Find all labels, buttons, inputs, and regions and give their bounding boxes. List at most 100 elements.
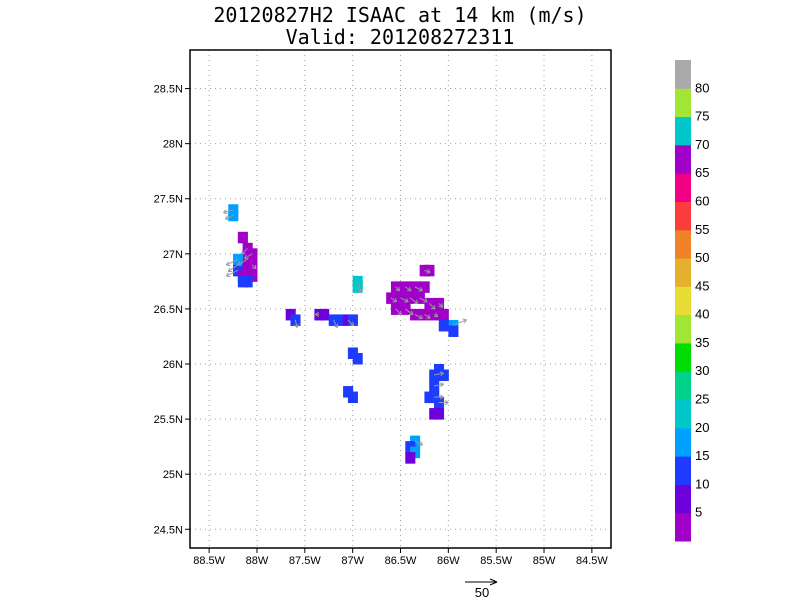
wind-vector [333, 319, 338, 328]
wind-vector [226, 258, 239, 266]
colorbar-swatch [675, 116, 691, 146]
wind-vector-head [462, 318, 467, 324]
data-cell [347, 391, 358, 404]
colorbar-tick-label: 50 [695, 250, 709, 265]
wind-vector-head [224, 215, 230, 221]
y-tick-label: 26.5N [154, 304, 183, 316]
data-cell [347, 314, 358, 326]
colorbar-tick-label: 25 [695, 392, 709, 407]
wind-vector-head [439, 394, 444, 400]
colorbar-tick-label: 65 [695, 165, 709, 180]
data-cell [438, 319, 449, 332]
wind-vector-head [439, 371, 444, 377]
colorbar-tick-label: 35 [695, 335, 709, 350]
wind-vector-head [237, 261, 242, 266]
colorbar-swatch [675, 229, 691, 259]
wind-vector-head [241, 250, 246, 255]
colorbar-swatch [675, 342, 691, 372]
colorbar-swatch [675, 399, 691, 429]
wind-vector-head [426, 314, 431, 319]
colorbar-swatch [675, 88, 691, 118]
data-cell [228, 209, 239, 222]
wind-vector-head [407, 286, 412, 292]
chart-subtitle: Valid: 201208272311 [286, 25, 515, 49]
data-cell [448, 325, 459, 337]
y-tick-label: 28N [163, 139, 183, 151]
colorbar-swatch [675, 484, 691, 514]
colorbar-tick-label: 20 [695, 420, 709, 435]
wind-vector [419, 297, 428, 303]
colorbar-swatch [675, 456, 691, 485]
wind-vector [424, 269, 431, 273]
x-tick-label: 88.5W [193, 555, 225, 567]
wind-vector-head [423, 298, 428, 303]
wind-vector-head [438, 303, 444, 308]
wind-vector [395, 308, 402, 316]
colorbar-swatch [675, 258, 691, 287]
wind-vector [433, 372, 444, 376]
colorbar-tick-label: 5 [695, 505, 702, 520]
wind-vector-head [404, 298, 409, 303]
wind-vector-head [333, 323, 339, 329]
data-cell [438, 308, 449, 321]
colorbar: 5 10 15 20 25 30 35 40 45 50 55 60 65 70 75 80 [675, 60, 709, 542]
wind-vector-head [418, 287, 423, 292]
y-tick-label: 24.5N [154, 524, 183, 536]
wind-vector-head [408, 310, 414, 316]
x-tick-label: 85W [533, 555, 556, 567]
grid [190, 50, 611, 548]
wind-vector-head [426, 268, 431, 274]
y-tick-label: 26N [163, 359, 183, 371]
colorbar-tick-label: 55 [695, 222, 709, 237]
data-cell [319, 308, 330, 321]
data-cell [438, 369, 449, 382]
x-tick-label: 86.5W [385, 555, 417, 567]
wind-vector-head [439, 382, 444, 388]
colorbar-tick-label: 40 [695, 307, 709, 322]
colorbar-swatch [675, 427, 691, 457]
y-tick-label: 27N [163, 249, 183, 261]
wind-vector-head [225, 272, 231, 278]
colorbar-tick-label: 70 [695, 137, 709, 152]
y-tick-label: 25.5N [154, 414, 183, 426]
data-cell [405, 452, 416, 464]
wind-vector [414, 286, 423, 292]
colorbar-swatch [675, 512, 691, 542]
colorbar-tick-label: 10 [695, 476, 709, 491]
wind-vector [294, 319, 298, 328]
wind-vector [227, 264, 239, 272]
wind-vector [400, 297, 409, 303]
wind-vector [428, 303, 436, 310]
wind-vector-head [225, 261, 231, 267]
colorbar-tick-label: 45 [695, 278, 709, 293]
x-tick-label: 86W [437, 555, 460, 567]
wind-vector [223, 209, 234, 214]
data-cell [333, 314, 344, 326]
colorbar-swatch [675, 60, 691, 89]
y-tick-label: 25N [163, 469, 183, 481]
wind-vector [237, 258, 248, 266]
colorbar-tick-label: 60 [695, 193, 709, 208]
wind-vector [244, 253, 253, 260]
wind-vector [405, 286, 412, 292]
wind-vector-head [357, 288, 363, 294]
wind-vector [225, 214, 234, 220]
data-cell [352, 352, 363, 365]
wind-vector [356, 281, 362, 294]
wind-vector-head [349, 321, 355, 327]
wind-vector [409, 297, 419, 305]
wind-vector-head [430, 305, 436, 310]
colorbar-tick-label: 80 [695, 80, 709, 95]
x-tick-label: 87.5W [289, 555, 321, 567]
wind-vector-head [444, 400, 449, 406]
wind-vector [390, 297, 397, 303]
data-cell [242, 275, 253, 288]
x-tick-label: 87W [341, 555, 364, 567]
colorbar-swatch [675, 286, 691, 316]
colorbar-swatch [675, 144, 691, 174]
data-cell [237, 231, 248, 244]
data-cell [433, 408, 445, 420]
wind-vector-head [397, 310, 402, 316]
colorbar-swatch [675, 201, 691, 231]
colorbar-tick-label: 30 [695, 363, 709, 378]
